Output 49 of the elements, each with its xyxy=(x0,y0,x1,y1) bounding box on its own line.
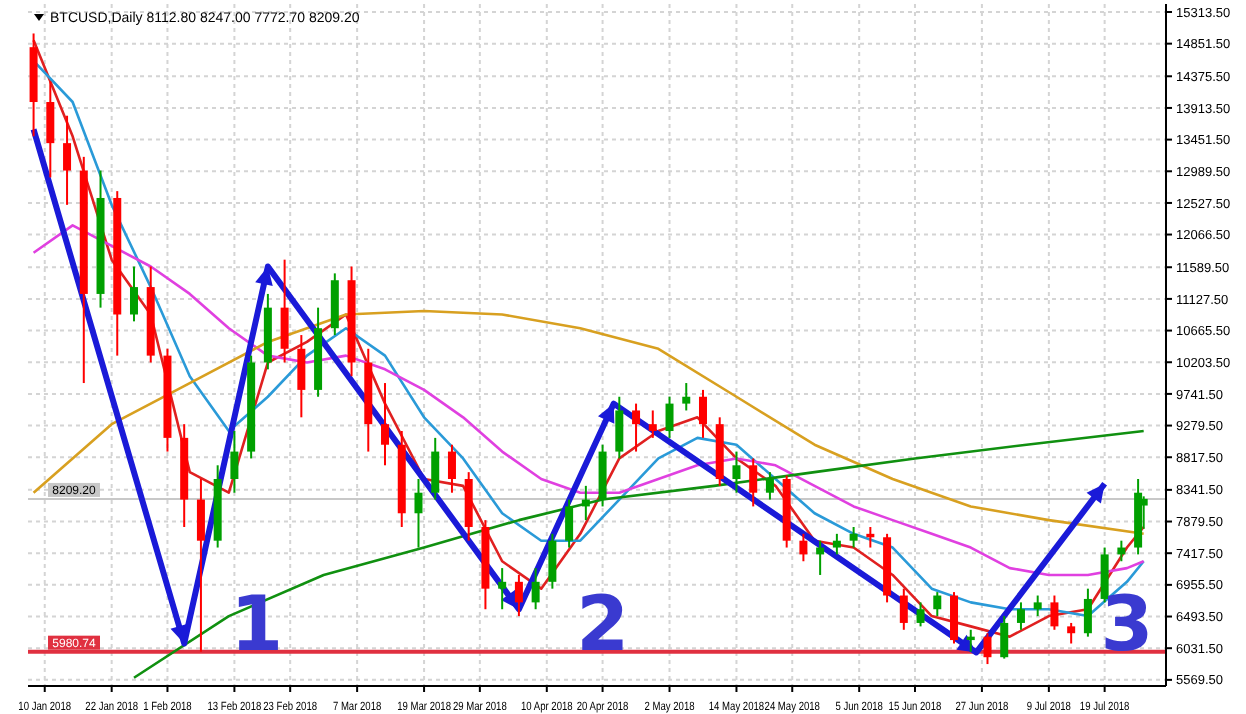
candlestick xyxy=(648,409,657,439)
candlestick xyxy=(732,450,741,494)
candlestick xyxy=(1000,615,1009,660)
annotation: 1 xyxy=(230,580,284,669)
candlestick xyxy=(464,471,473,542)
candlestick xyxy=(832,532,841,556)
candlestick xyxy=(414,478,423,549)
candlestick xyxy=(1100,546,1109,604)
candlestick xyxy=(381,382,390,467)
line-series xyxy=(132,429,1145,680)
candlestick xyxy=(1050,594,1059,631)
candlestick xyxy=(330,272,339,337)
candlestick xyxy=(447,443,456,494)
candlestick xyxy=(749,457,758,508)
candlestick xyxy=(1067,621,1076,645)
line-series xyxy=(30,126,1108,656)
candlestick xyxy=(615,395,624,460)
candlestick xyxy=(632,402,641,453)
candlestick xyxy=(431,436,440,501)
candlestick xyxy=(950,591,959,645)
candlestick xyxy=(598,443,607,508)
candlestick xyxy=(548,532,557,590)
annotation: 3 xyxy=(1100,580,1154,669)
candlestick xyxy=(1033,594,1042,618)
candlestick xyxy=(849,525,858,549)
candlestick xyxy=(297,334,306,419)
candlestick xyxy=(698,388,707,439)
candlestick xyxy=(46,80,55,179)
candlestick xyxy=(498,567,507,611)
candlestick xyxy=(230,430,239,494)
candlestick xyxy=(1083,587,1092,638)
candlestick xyxy=(1016,601,1025,631)
candlestick xyxy=(665,395,674,439)
candlestick xyxy=(765,471,774,501)
annotation: 2 xyxy=(576,580,630,669)
candlestick xyxy=(196,478,205,653)
candlestick xyxy=(899,587,908,631)
line-series xyxy=(32,224,1145,577)
candlestick xyxy=(514,573,523,618)
candlestick xyxy=(916,601,925,628)
candlestick xyxy=(983,632,992,666)
candlestick xyxy=(799,532,808,563)
candlestick xyxy=(682,382,691,412)
candlestick xyxy=(565,498,574,549)
candlestick xyxy=(129,265,138,323)
candlestick xyxy=(63,114,72,206)
candlestick xyxy=(933,591,942,618)
candlestick xyxy=(280,258,289,364)
candlestick xyxy=(531,567,540,611)
